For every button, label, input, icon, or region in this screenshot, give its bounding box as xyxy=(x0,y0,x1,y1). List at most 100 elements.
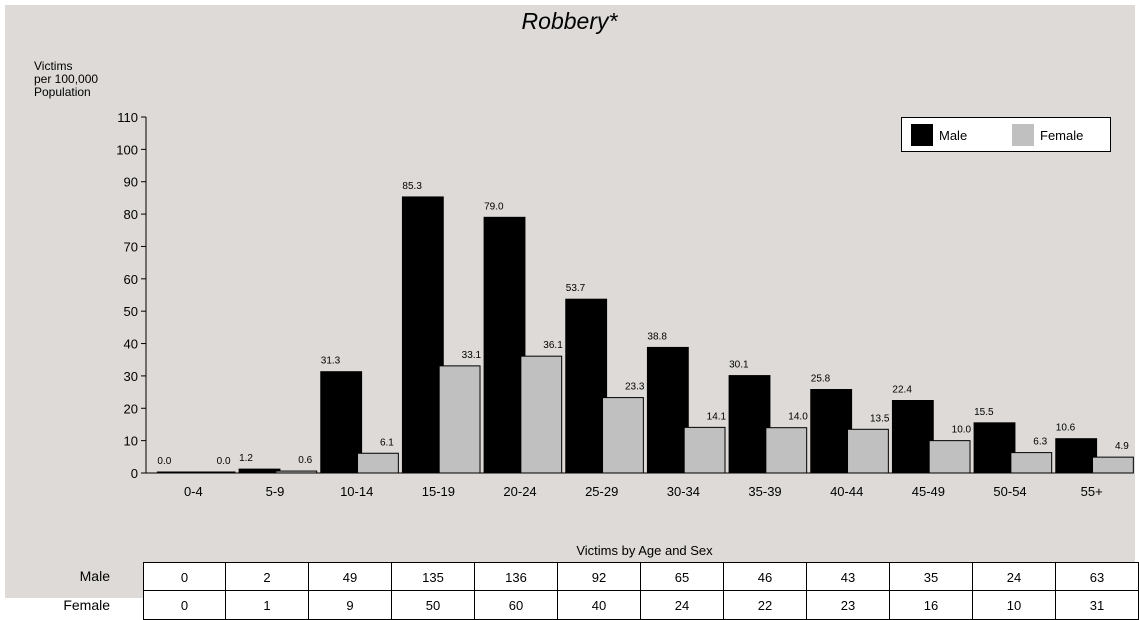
bar-male-55+ xyxy=(1055,438,1098,474)
y-axis-label: Victims per 100,000 Population xyxy=(34,59,99,99)
x-tick-label-55+: 55+ xyxy=(1081,484,1103,499)
data-label-female-45-49: 10.0 xyxy=(952,425,972,436)
table-cell-male-5-9: 2 xyxy=(226,562,309,591)
table-cell-female-25-29: 40 xyxy=(558,591,641,620)
x-tick-label-50-54: 50-54 xyxy=(993,484,1026,499)
bar-female-0-4 xyxy=(193,471,236,474)
table-cell-female-5-9: 1 xyxy=(226,591,309,620)
chart-title: Robbery* xyxy=(521,8,618,34)
bar-male-45-49 xyxy=(891,400,934,474)
legend-swatch-male xyxy=(911,124,933,146)
table-cell-male-20-24: 136 xyxy=(475,562,558,591)
legend: Male Female xyxy=(901,117,1111,152)
x-tick-label-5-9: 5-9 xyxy=(266,484,285,499)
table-caption: Victims by Age and Sex xyxy=(576,543,713,558)
data-label-male-40-44: 25.8 xyxy=(811,374,831,385)
x-tick-label-15-19: 15-19 xyxy=(422,484,455,499)
data-label-male-25-29: 53.7 xyxy=(566,283,586,294)
data-label-female-20-24: 36.1 xyxy=(543,340,563,351)
table-cell-female-35-39: 22 xyxy=(724,591,807,620)
plot-area: 0 10 20 30 40 50 60 70 80 90 100 110 0.0 0.0 0-4 1.2 0.6… xyxy=(116,110,1134,499)
table-cell-male-45-49: 35 xyxy=(890,562,973,591)
y-tick-label: 50 xyxy=(124,304,138,319)
bar-female-55+ xyxy=(1092,456,1134,474)
table-cell-male-50-54: 24 xyxy=(973,562,1056,591)
data-label-male-35-39: 30.1 xyxy=(729,360,749,371)
bar-female-25-29 xyxy=(602,397,644,474)
bar-female-35-39 xyxy=(765,427,808,474)
data-label-female-0-4: 0.0 xyxy=(217,456,231,467)
bar-male-0-4 xyxy=(156,471,199,474)
bar-male-25-29 xyxy=(565,298,608,474)
table-cell-male-35-39: 46 xyxy=(724,562,807,591)
bar-male-5-9 xyxy=(238,468,281,474)
x-tick-label-35-39: 35-39 xyxy=(748,484,781,499)
legend-item-female: Female xyxy=(1012,124,1083,146)
table-row-label-male: Male xyxy=(79,568,110,584)
bar-male-40-44 xyxy=(810,389,853,474)
bar-female-15-19 xyxy=(438,365,481,474)
bar-male-30-34 xyxy=(646,346,689,474)
y-tick-label: 70 xyxy=(124,239,138,254)
bar-female-10-14 xyxy=(357,452,399,474)
table-cell-male-55+: 63 xyxy=(1056,562,1139,591)
data-label-male-0-4: 0.0 xyxy=(157,456,171,467)
data-label-female-10-14: 6.1 xyxy=(380,437,394,448)
y-tick-label: 20 xyxy=(124,401,138,416)
legend-label-female: Female xyxy=(1040,127,1084,143)
data-label-female-55+: 4.9 xyxy=(1115,441,1129,452)
table-cell-male-40-44: 43 xyxy=(807,562,890,591)
data-label-male-15-19: 85.3 xyxy=(402,181,422,192)
data-label-male-45-49: 22.4 xyxy=(892,385,912,396)
data-label-female-15-19: 33.1 xyxy=(462,350,482,361)
bar-female-50-54 xyxy=(1010,452,1053,474)
chart-frame: Robbery* Victims per 100,000 Population … xyxy=(5,5,1139,620)
bar-female-5-9 xyxy=(275,470,318,474)
x-tick-label-25-29: 25-29 xyxy=(585,484,618,499)
data-label-female-30-34: 14.1 xyxy=(707,411,727,422)
x-tick-label-10-14: 10-14 xyxy=(340,484,373,499)
legend-label-male: Male xyxy=(939,127,968,143)
table-cell-female-40-44: 23 xyxy=(807,591,890,620)
table-cell-female-15-19: 50 xyxy=(392,591,475,620)
y-tick-label: 30 xyxy=(124,369,138,384)
table-cell-female-0-4: 0 xyxy=(143,591,226,620)
table-cell-female-50-54: 10 xyxy=(973,591,1056,620)
data-label-male-5-9: 1.2 xyxy=(239,453,253,464)
data-label-male-10-14: 31.3 xyxy=(321,356,341,367)
data-label-female-40-44: 13.5 xyxy=(870,413,890,424)
y-tick-label: 80 xyxy=(124,207,138,222)
bar-male-50-54 xyxy=(973,422,1016,474)
table-cell-male-15-19: 135 xyxy=(392,562,475,591)
y-tick-label: 90 xyxy=(124,175,138,190)
legend-item-male: Male xyxy=(911,124,967,146)
legend-swatch-female xyxy=(1012,124,1034,146)
bar-female-45-49 xyxy=(928,440,971,474)
y-tick-label: 60 xyxy=(124,272,138,287)
x-tick-label-20-24: 20-24 xyxy=(503,484,536,499)
y-tick-label: 0 xyxy=(131,466,138,481)
table-cell-female-30-34: 24 xyxy=(641,591,724,620)
bar-male-15-19 xyxy=(401,196,444,474)
table-cell-male-10-14: 49 xyxy=(309,562,392,591)
bar-female-30-34 xyxy=(683,426,726,474)
table-cell-female-45-49: 16 xyxy=(890,591,973,620)
y-tick-label: 40 xyxy=(124,337,138,352)
y-tick-label: 10 xyxy=(124,434,138,449)
x-tick-label-0-4: 0-4 xyxy=(184,484,203,499)
data-label-female-5-9: 0.6 xyxy=(298,455,312,466)
bar-male-35-39 xyxy=(728,375,771,474)
y-tick-label: 100 xyxy=(116,142,138,157)
data-label-male-20-24: 79.0 xyxy=(484,201,504,212)
data-label-male-30-34: 38.8 xyxy=(647,331,667,342)
data-label-female-25-29: 23.3 xyxy=(625,382,645,393)
bar-female-40-44 xyxy=(847,428,889,474)
table-cell-male-25-29: 92 xyxy=(558,562,641,591)
bar-male-20-24 xyxy=(483,216,526,474)
table-cell-female-10-14: 9 xyxy=(309,591,392,620)
x-tick-label-30-34: 30-34 xyxy=(667,484,700,499)
data-label-female-50-54: 6.3 xyxy=(1033,437,1047,448)
data-label-female-35-39: 14.0 xyxy=(788,412,808,423)
table-cell-male-30-34: 65 xyxy=(641,562,724,591)
table-cell-female-55+: 31 xyxy=(1056,591,1139,620)
